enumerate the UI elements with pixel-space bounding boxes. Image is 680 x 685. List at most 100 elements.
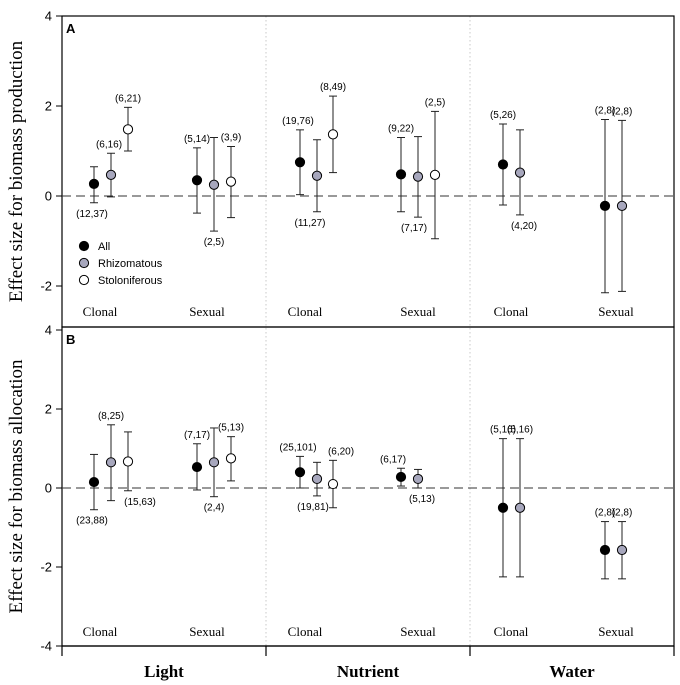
data-point-light-sexual-stoloniferous: (3,9) [221,133,241,219]
data-point-nutrient-sexual-rhizomatous: (7,17) [401,136,427,234]
mean-marker [497,502,509,513]
y-tick-label: -4 [40,639,52,654]
group-label-sexual: Sexual [189,304,225,319]
mean-marker [311,170,323,181]
group-label-clonal: Clonal [83,304,118,319]
mean-marker [412,171,424,182]
sample-size-label: (6,16) [96,139,122,150]
mean-marker [88,476,100,488]
mean-marker [208,457,220,468]
y-tick-label: 4 [45,323,52,338]
sample-size-label: (2,8) [595,508,616,519]
sample-size-label: (5,16) [507,425,533,436]
legend-label-stoloniferous: Stoloniferous [98,275,163,287]
sample-size-label: (2,8) [595,106,616,117]
mean-marker [599,544,611,556]
legend-marker-rhizomatous [78,257,90,269]
group-label-clonal: Clonal [288,624,323,639]
group-label-clonal: Clonal [83,624,118,639]
mean-marker [225,176,237,187]
mean-marker [514,167,526,178]
panel-b: 4 2 0 -2 -4 Effect size for biomass allocatio… [6,323,675,654]
panel-label: A [66,21,76,36]
factor-axis: Light Nutrient Water [61,645,675,681]
data-point-nutrient-sexual-all: (6,17) [380,454,407,487]
mean-marker [122,124,134,135]
sample-size-label: (9,22) [388,124,414,135]
y-axis-label: Effect size for biomass allocation [6,359,27,613]
sample-size-label: (2,8) [612,508,633,519]
data-point-water-sexual-all: (2,8) [595,508,616,580]
sample-size-label: (2,8) [612,106,633,117]
sample-size-label: (8,49) [320,82,346,93]
mean-marker [327,129,339,140]
data-point-water-clonal-all: (5,16) [490,425,516,578]
sample-size-label: (5,13) [218,423,244,434]
mean-marker [294,157,306,168]
mean-marker [105,457,117,468]
sample-size-label: (6,21) [115,93,141,104]
data-point-nutrient-sexual-all: (9,22) [388,124,414,213]
mean-marker [599,200,611,211]
y-axis-label: Effect size for biomass production [6,40,27,302]
sample-size-label: (19,76) [282,116,314,127]
mean-marker [294,467,306,478]
mean-marker [514,502,526,513]
group-label-sexual: Sexual [598,624,634,639]
mean-marker [497,159,509,170]
legend-marker-all [78,240,90,252]
sample-size-label: (11,27) [295,218,326,229]
data-point-light-sexual-rhizomatous: (2,5) [204,137,224,248]
mean-marker [327,478,339,490]
sample-size-label: (6,17) [380,454,406,465]
data-point-nutrient-sexual-stoloniferous: (2,5) [425,97,446,240]
data-point-light-clonal-stoloniferous: (6,21) [115,93,141,152]
sample-size-label: (7,17) [184,430,210,441]
legend: All Rhizomatous Stoloniferous [78,240,163,287]
data-point-light-clonal-rhizomatous: (6,16) [96,139,122,198]
panel-label: B [66,332,75,347]
data-point-light-clonal-all: (23,88) [76,453,108,527]
data-point-light-sexual-all: (5,14) [184,134,210,214]
y-tick-label: -2 [40,279,52,294]
data-point-light-clonal-stoloniferous: (15,63) [122,431,156,508]
data-point-light-sexual-rhizomatous: (2,4) [204,427,224,514]
mean-marker [191,461,203,473]
sample-size-label: (5,16) [490,425,516,436]
mean-marker [225,453,237,464]
sample-size-label: (25,101) [279,442,316,453]
panel-a: 4 2 0 -2 Effect size for biomass production A… [6,9,675,328]
sample-size-label: (4,20) [511,221,537,232]
data-point-water-sexual-rhizomatous: (2,8) [612,508,633,580]
mean-marker [616,544,628,556]
legend-label-all: All [98,241,110,253]
data-point-nutrient-clonal-stoloniferous: (8,49) [320,82,346,174]
data-point-light-sexual-all: (7,17) [184,430,210,491]
sample-size-label: (2,5) [425,97,446,108]
data-point-water-clonal-rhizomatous: (5,16) [507,425,533,578]
y-tick-label: 4 [45,9,52,24]
mean-marker [395,471,407,483]
sample-size-label: (15,63) [124,497,156,508]
mean-marker [122,456,134,467]
data-point-nutrient-clonal-all: (19,76) [282,116,314,196]
sample-size-label: (5,26) [490,110,516,121]
sample-size-label: (23,88) [76,516,108,527]
group-label-sexual: Sexual [400,304,436,319]
mean-marker [395,169,407,180]
sample-size-label: (6,20) [328,446,354,457]
data-point-nutrient-clonal-rhizomatous: (19,81) [297,461,329,513]
data-point-light-sexual-stoloniferous: (5,13) [218,423,244,482]
y-tick-label: 0 [45,189,52,204]
data-point-nutrient-clonal-rhizomatous: (11,27) [295,139,326,229]
sample-size-label: (8,25) [98,411,124,422]
group-label-sexual: Sexual [400,624,436,639]
group-label-clonal: Clonal [494,304,529,319]
data-point-nutrient-sexual-rhizomatous: (5,13) [409,468,435,505]
y-tick-label: -2 [40,560,52,575]
group-label-sexual: Sexual [189,624,225,639]
sample-size-label: (19,81) [297,502,329,513]
mean-marker [412,473,424,485]
factor-label-water: Water [549,662,595,681]
